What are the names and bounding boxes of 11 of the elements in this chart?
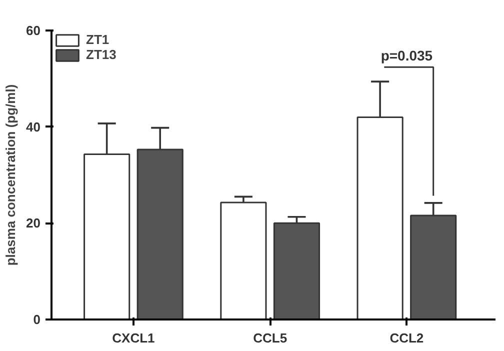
legend-label: ZT1 — [86, 32, 110, 47]
legend-label: ZT13 — [86, 47, 116, 62]
y-axis-title: plasma concentration (pg/ml) — [3, 84, 18, 266]
x-tick-label: CCL5 — [253, 330, 288, 346]
x-tick-label: CXCL1 — [112, 330, 155, 346]
y-tick-label: 0 — [33, 312, 41, 327]
y-tick-label: 40 — [26, 119, 41, 134]
y-tick-label: 20 — [26, 216, 41, 231]
y-tick-label: 60 — [26, 23, 41, 38]
x-tick-label: CCL2 — [390, 330, 424, 346]
annotation: p=0.035 — [380, 47, 433, 64]
